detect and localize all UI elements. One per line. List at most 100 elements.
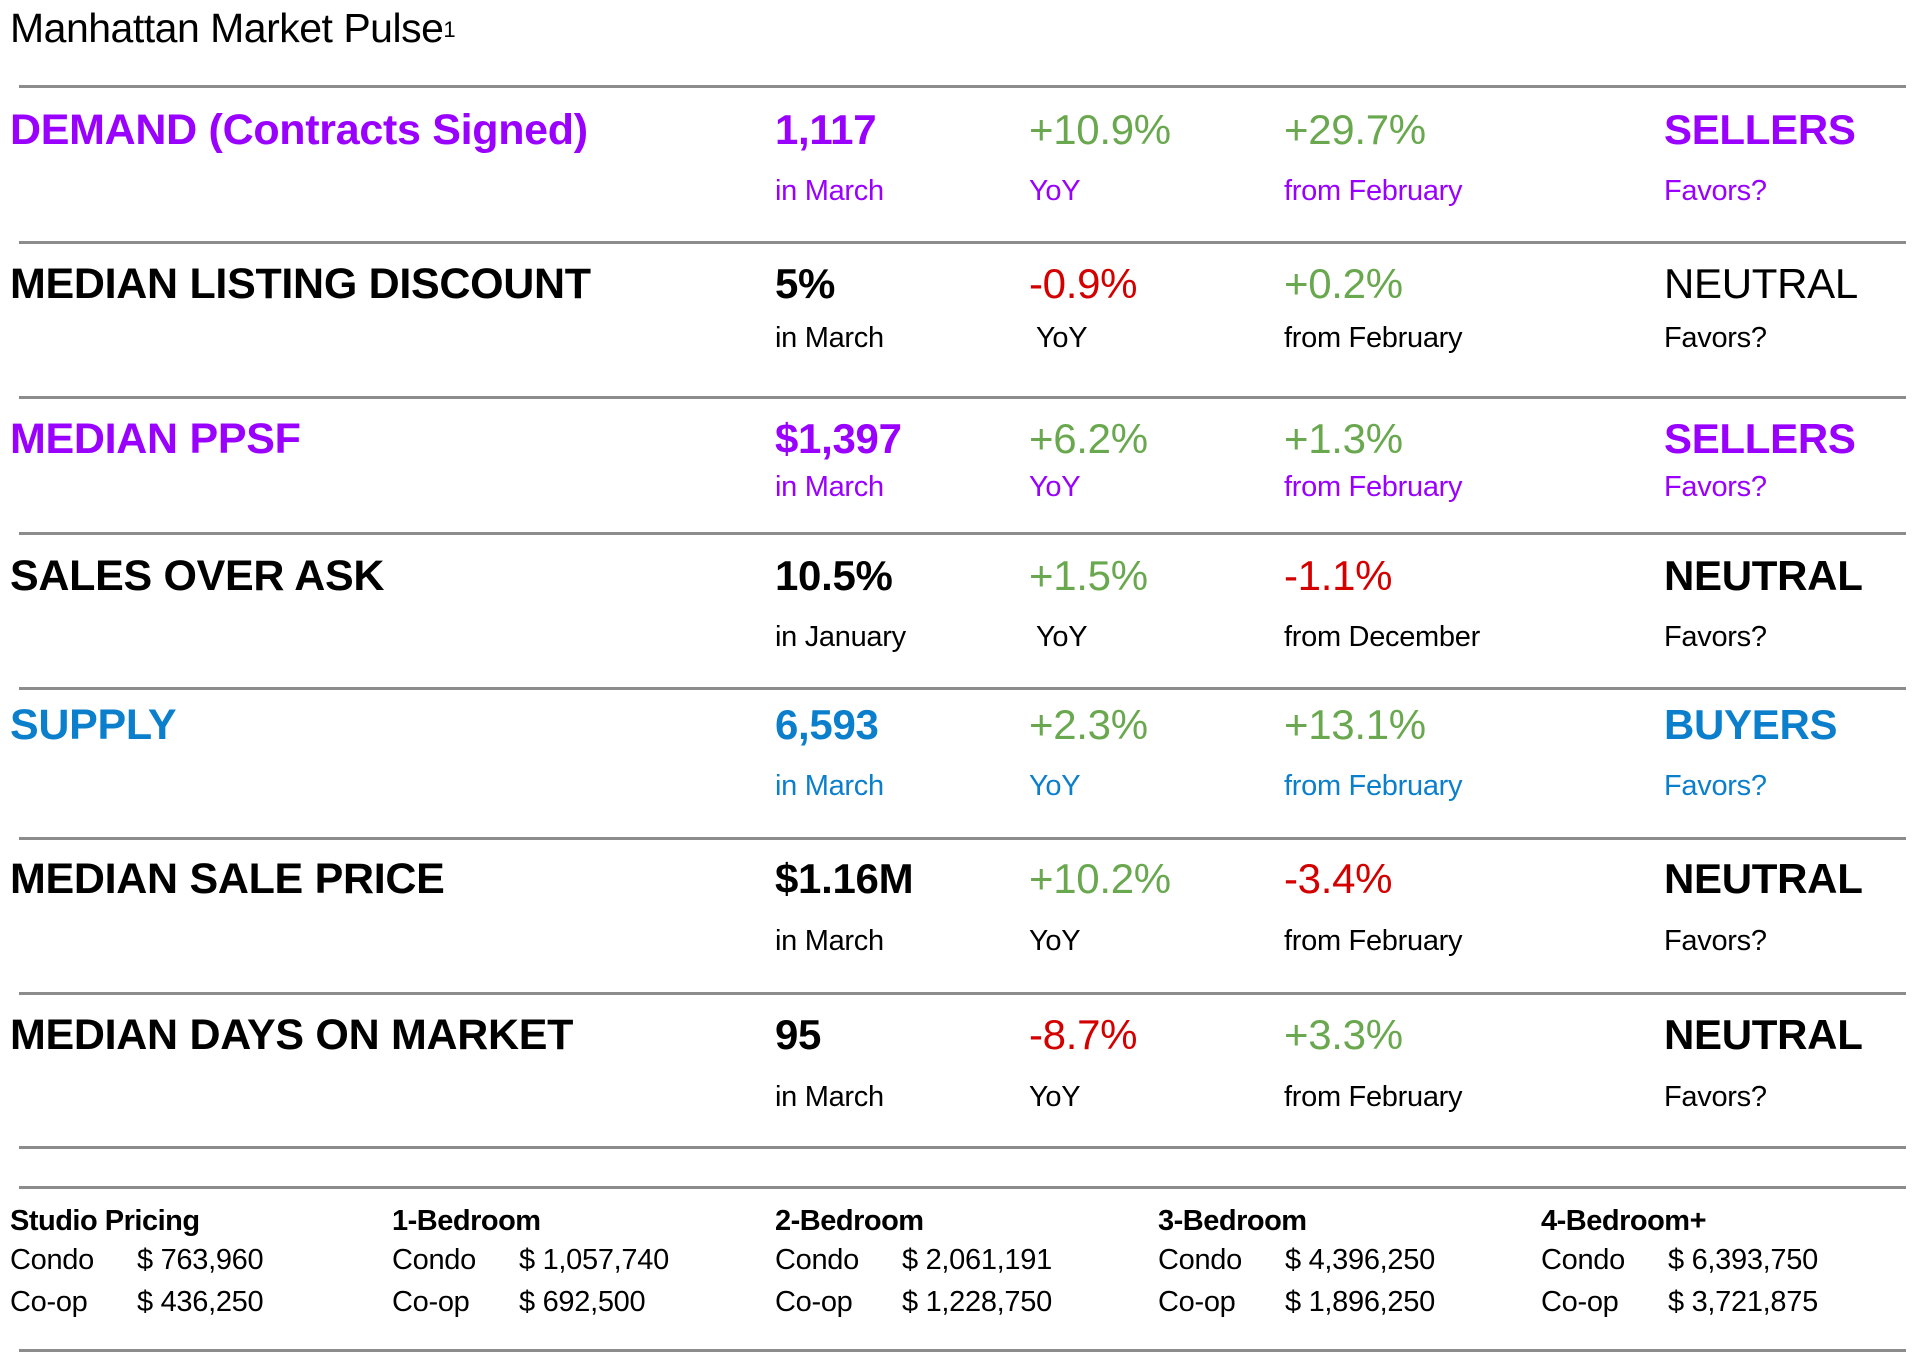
pricing-studio: Studio Pricing Condo $ 763,960 Co-op $ 436… [10, 1203, 390, 1323]
metric-favors: SELLERS [1664, 415, 1856, 462]
coop-label: Co-op [1158, 1286, 1236, 1318]
metric-favors-label: Favors? [1664, 322, 1767, 354]
metric-label: MEDIAN DAYS ON MARKET [10, 1011, 574, 1059]
metric-favors-label: Favors? [1664, 175, 1767, 207]
divider [19, 1349, 1906, 1352]
metric-favors: NEUTRAL [1664, 552, 1863, 599]
metric-value: 95 [775, 1011, 822, 1058]
metric-mom: +3.3% [1284, 1011, 1403, 1058]
pricing-1-bedroom: 1-Bedroom Condo $ 1,057,740 Co-op $ 692,50… [392, 1203, 772, 1323]
condo-label: Condo [1541, 1244, 1625, 1276]
metric-value: 5% [775, 260, 836, 307]
metric-mom-label: from February [1284, 1081, 1463, 1113]
metric-yoy: +10.9% [1029, 106, 1171, 153]
metric-favors-label: Favors? [1664, 1081, 1767, 1113]
metric-period: in March [775, 770, 884, 802]
condo-price: $ 2,061,191 [902, 1244, 1052, 1276]
metric-period: in March [775, 1081, 884, 1113]
metric-value: $1.16M [775, 855, 914, 902]
pricing-heading: 3-Bedroom [1158, 1205, 1307, 1237]
condo-price: $ 1,057,740 [519, 1244, 669, 1276]
metric-favors-label: Favors? [1664, 471, 1767, 503]
metric-row-days-on-market: MEDIAN DAYS ON MARKET 95 in March -8.7% … [0, 0, 1920, 1113]
metric-row-listing-discount: MEDIAN LISTING DISCOUNT 5% in March -0.9… [0, 0, 1920, 354]
metric-yoy-label: YoY [1029, 471, 1081, 503]
metric-favors-label: Favors? [1664, 621, 1767, 653]
metric-row-ppsf: MEDIAN PPSF $1,397 in March +6.2% YoY +1… [0, 0, 1920, 503]
divider [19, 85, 1906, 88]
metric-mom: +29.7% [1284, 106, 1426, 153]
pricing-heading: Studio Pricing [10, 1205, 200, 1237]
pricing-heading: 1-Bedroom [392, 1205, 541, 1237]
metric-period: in March [775, 471, 884, 503]
divider [19, 1146, 1906, 1149]
divider [19, 532, 1906, 535]
metric-favors: NEUTRAL [1664, 260, 1858, 307]
pricing-4-bedroom: 4-Bedroom+ Condo $ 6,393,750 Co-op $ 3,721… [1541, 1203, 1920, 1323]
condo-label: Condo [775, 1244, 859, 1276]
divider [19, 837, 1906, 840]
metric-favors: NEUTRAL [1664, 855, 1863, 902]
metric-row-demand: DEMAND (Contracts Signed) 1,117 in March… [0, 0, 1920, 207]
metric-yoy-label: YoY [1029, 175, 1081, 207]
metric-yoy-label: YoY [1036, 322, 1088, 354]
metric-yoy: -8.7% [1029, 1011, 1138, 1058]
coop-price: $ 692,500 [519, 1286, 646, 1318]
metric-row-supply: SUPPLY 6,593 in March +2.3% YoY +13.1% f… [0, 0, 1920, 802]
metric-favors-label: Favors? [1664, 770, 1767, 802]
divider [19, 1186, 1906, 1189]
pricing-3-bedroom: 3-Bedroom Condo $ 4,396,250 Co-op $ 1,896,… [1158, 1203, 1538, 1323]
metric-favors-label: Favors? [1664, 925, 1767, 957]
metric-favors: NEUTRAL [1664, 1011, 1863, 1058]
metric-yoy-label: YoY [1029, 925, 1081, 957]
coop-price: $ 3,721,875 [1668, 1286, 1818, 1318]
condo-label: Condo [10, 1244, 94, 1276]
title-footnote: 1 [443, 17, 456, 42]
metric-label: MEDIAN PPSF [10, 415, 301, 463]
metric-mom-label: from December [1284, 621, 1480, 653]
metric-label: SUPPLY [10, 701, 177, 749]
metric-mom: -1.1% [1284, 552, 1393, 599]
pricing-2-bedroom: 2-Bedroom Condo $ 2,061,191 Co-op $ 1,228,… [775, 1203, 1155, 1323]
metric-yoy: +2.3% [1029, 701, 1148, 748]
metric-yoy: -0.9% [1029, 260, 1138, 307]
condo-price: $ 763,960 [137, 1244, 264, 1276]
condo-price: $ 6,393,750 [1668, 1244, 1818, 1276]
pricing-heading: 2-Bedroom [775, 1205, 924, 1237]
metric-mom: -3.4% [1284, 855, 1393, 902]
coop-price: $ 436,250 [137, 1286, 264, 1318]
metric-period: in March [775, 322, 884, 354]
page-title: Manhattan Market Pulse1 [10, 4, 456, 52]
metric-label: MEDIAN SALE PRICE [10, 855, 445, 903]
metric-label: MEDIAN LISTING DISCOUNT [10, 260, 591, 308]
metric-period: in January [775, 621, 906, 653]
metric-mom-label: from February [1284, 322, 1463, 354]
metric-mom: +13.1% [1284, 701, 1426, 748]
metric-label: DEMAND (Contracts Signed) [10, 106, 588, 154]
metric-yoy: +1.5% [1029, 552, 1148, 599]
metric-yoy: +10.2% [1029, 855, 1171, 902]
metric-mom-label: from February [1284, 175, 1463, 207]
metric-period: in March [775, 175, 884, 207]
metric-yoy: +6.2% [1029, 415, 1148, 462]
metric-mom-label: from February [1284, 925, 1463, 957]
metric-value: $1,397 [775, 415, 902, 462]
condo-label: Condo [1158, 1244, 1242, 1276]
metric-mom: +1.3% [1284, 415, 1403, 462]
metric-yoy-label: YoY [1029, 1081, 1081, 1113]
divider [19, 396, 1906, 399]
coop-label: Co-op [392, 1286, 470, 1318]
coop-label: Co-op [775, 1286, 853, 1318]
pricing-heading: 4-Bedroom+ [1541, 1205, 1707, 1237]
metric-yoy-label: YoY [1036, 621, 1088, 653]
coop-price: $ 1,228,750 [902, 1286, 1052, 1318]
metric-value: 1,117 [775, 106, 877, 153]
metric-favors: BUYERS [1664, 701, 1838, 748]
metric-row-sale-price: MEDIAN SALE PRICE $1.16M in March +10.2%… [0, 0, 1920, 957]
metric-row-sales-over-ask: SALES OVER ASK 10.5% in January +1.5% Yo… [0, 0, 1920, 653]
coop-label: Co-op [10, 1286, 88, 1318]
metric-value: 10.5% [775, 552, 893, 599]
divider [19, 992, 1906, 995]
metric-label: SALES OVER ASK [10, 552, 385, 600]
metric-mom: +0.2% [1284, 260, 1403, 307]
